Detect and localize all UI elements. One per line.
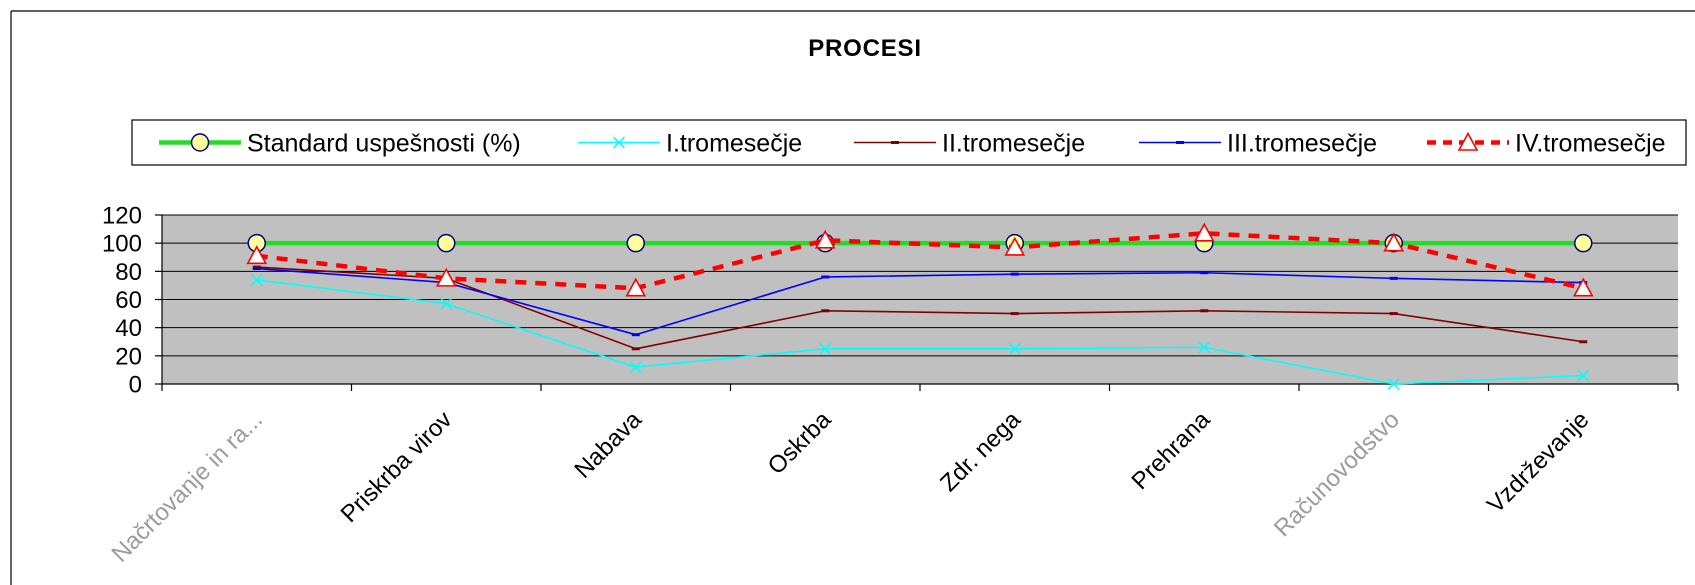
y-tick-label: 40 [115,315,142,342]
y-tick-label: 120 [102,203,142,230]
legend-label: IV.tromesečje [1515,130,1666,158]
y-tick-label: 100 [102,231,142,258]
series-4-point [1390,277,1398,280]
y-tick-label: 80 [115,259,142,286]
legend-marker [1176,141,1184,144]
series-3-point [1200,309,1208,312]
y-tick-label: 60 [115,287,142,314]
series-3-point [1390,312,1398,315]
series-4-point [1200,271,1208,274]
plot-area [162,215,1678,384]
legend-marker [192,134,209,151]
series-3-point [632,347,640,350]
series-1-point [1575,235,1592,252]
legend: Standard uspešnosti (%) I.tromesečje II.tr… [132,120,1686,165]
legend-label: Standard uspešnosti (%) [247,130,521,158]
series-4-point [253,267,261,270]
chart-title: PROCESI [808,35,922,62]
series-1-point [438,235,455,252]
series-4-point [1011,273,1019,276]
y-tick-label: 0 [129,372,142,399]
legend-label: I.tromesečje [666,130,802,158]
y-tick-label: 20 [115,343,142,370]
series-3-point [1011,312,1019,315]
legend-label: II.tromesečje [942,130,1085,158]
legend-marker [891,141,899,144]
series-4-point [632,333,640,336]
series-3-point [1579,340,1587,343]
legend-label: III.tromesečje [1227,130,1377,158]
series-1-point [627,235,644,252]
series-4-point [821,275,829,278]
series-3-point [821,309,829,312]
